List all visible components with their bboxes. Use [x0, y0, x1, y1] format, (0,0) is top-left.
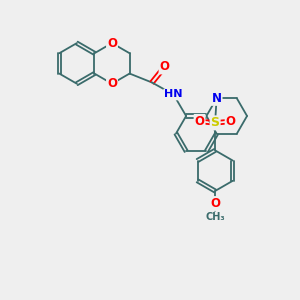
Text: O: O	[107, 37, 117, 50]
Text: O: O	[226, 115, 236, 128]
Text: HN: HN	[164, 89, 183, 100]
Text: O: O	[210, 197, 220, 210]
Text: CH₃: CH₃	[205, 212, 225, 222]
Text: O: O	[107, 77, 117, 90]
Text: S: S	[211, 116, 220, 129]
Text: O: O	[160, 61, 170, 74]
Text: N: N	[212, 92, 222, 105]
Text: O: O	[195, 115, 205, 128]
